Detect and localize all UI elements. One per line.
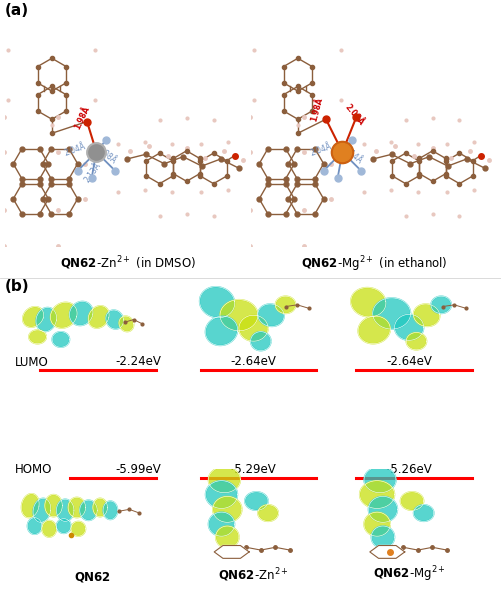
Polygon shape (52, 332, 70, 347)
Polygon shape (258, 504, 278, 521)
Text: LUMO: LUMO (15, 356, 49, 369)
Polygon shape (119, 316, 133, 332)
Polygon shape (215, 526, 238, 548)
Text: (a): (a) (5, 3, 29, 18)
Text: 1.98Å: 1.98Å (73, 104, 91, 131)
Polygon shape (23, 307, 44, 327)
Text: $\bf{QN62}$-Mg$^{2+}$ (in ethanol): $\bf{QN62}$-Mg$^{2+}$ (in ethanol) (300, 254, 446, 274)
Text: HOMO: HOMO (15, 463, 52, 476)
Text: $\bf{QN62}$: $\bf{QN62}$ (74, 570, 111, 584)
Polygon shape (214, 546, 248, 558)
Polygon shape (219, 300, 258, 331)
Polygon shape (205, 316, 237, 346)
Polygon shape (208, 512, 234, 536)
Polygon shape (250, 332, 271, 350)
Polygon shape (42, 521, 57, 537)
Polygon shape (50, 302, 77, 328)
Text: -2.24eV: -2.24eV (115, 355, 161, 368)
Polygon shape (45, 494, 62, 517)
Polygon shape (199, 287, 234, 318)
Text: $\bf{QN62}$-Zn$^{2+}$ (in DMSO): $\bf{QN62}$-Zn$^{2+}$ (in DMSO) (60, 254, 195, 272)
Polygon shape (357, 316, 389, 344)
Text: -2.64eV: -2.64eV (385, 355, 431, 368)
Polygon shape (57, 519, 71, 533)
Polygon shape (350, 288, 385, 317)
Polygon shape (430, 296, 450, 313)
Text: -5.26eV: -5.26eV (385, 463, 431, 476)
Polygon shape (205, 481, 237, 509)
Polygon shape (68, 497, 85, 518)
Polygon shape (36, 307, 57, 331)
Polygon shape (275, 296, 295, 313)
Polygon shape (22, 494, 39, 518)
Polygon shape (359, 481, 394, 509)
Polygon shape (368, 497, 397, 522)
Polygon shape (413, 504, 433, 521)
Text: 2.08Å: 2.08Å (342, 103, 364, 127)
Polygon shape (369, 546, 404, 558)
Polygon shape (88, 306, 109, 328)
Polygon shape (244, 492, 268, 510)
Polygon shape (405, 333, 426, 350)
Polygon shape (208, 467, 240, 493)
Text: (b): (b) (5, 279, 30, 294)
Text: 2.08Å: 2.08Å (95, 144, 118, 166)
Polygon shape (394, 315, 423, 340)
Text: 2.04Å: 2.04Å (64, 141, 87, 158)
Text: -5.29eV: -5.29eV (230, 463, 276, 476)
Polygon shape (413, 304, 439, 327)
Polygon shape (363, 512, 389, 536)
Polygon shape (93, 498, 107, 517)
Polygon shape (212, 497, 241, 522)
Polygon shape (103, 501, 117, 519)
Polygon shape (28, 518, 42, 534)
Polygon shape (69, 301, 93, 325)
Text: 2.04Å: 2.04Å (309, 141, 333, 158)
Text: $\bf{QN62}$-Mg$^{2+}$: $\bf{QN62}$-Mg$^{2+}$ (372, 564, 445, 584)
Polygon shape (33, 498, 51, 522)
Polygon shape (238, 315, 268, 341)
Text: 1.98Å: 1.98Å (309, 96, 324, 122)
Polygon shape (363, 467, 395, 493)
Polygon shape (71, 521, 85, 536)
Text: -2.64eV: -2.64eV (230, 355, 276, 368)
Polygon shape (372, 298, 410, 329)
Polygon shape (57, 499, 74, 521)
Text: 2.14Å: 2.14Å (341, 144, 363, 166)
Polygon shape (258, 304, 284, 327)
Polygon shape (106, 310, 123, 329)
Polygon shape (29, 330, 46, 344)
Polygon shape (400, 492, 423, 510)
Text: -5.99eV: -5.99eV (115, 463, 161, 476)
Text: $\bf{QN62}$-Zn$^{2+}$: $\bf{QN62}$-Zn$^{2+}$ (217, 567, 289, 584)
Polygon shape (80, 500, 97, 521)
Text: 2.13Å: 2.13Å (82, 161, 102, 184)
Polygon shape (371, 526, 394, 548)
